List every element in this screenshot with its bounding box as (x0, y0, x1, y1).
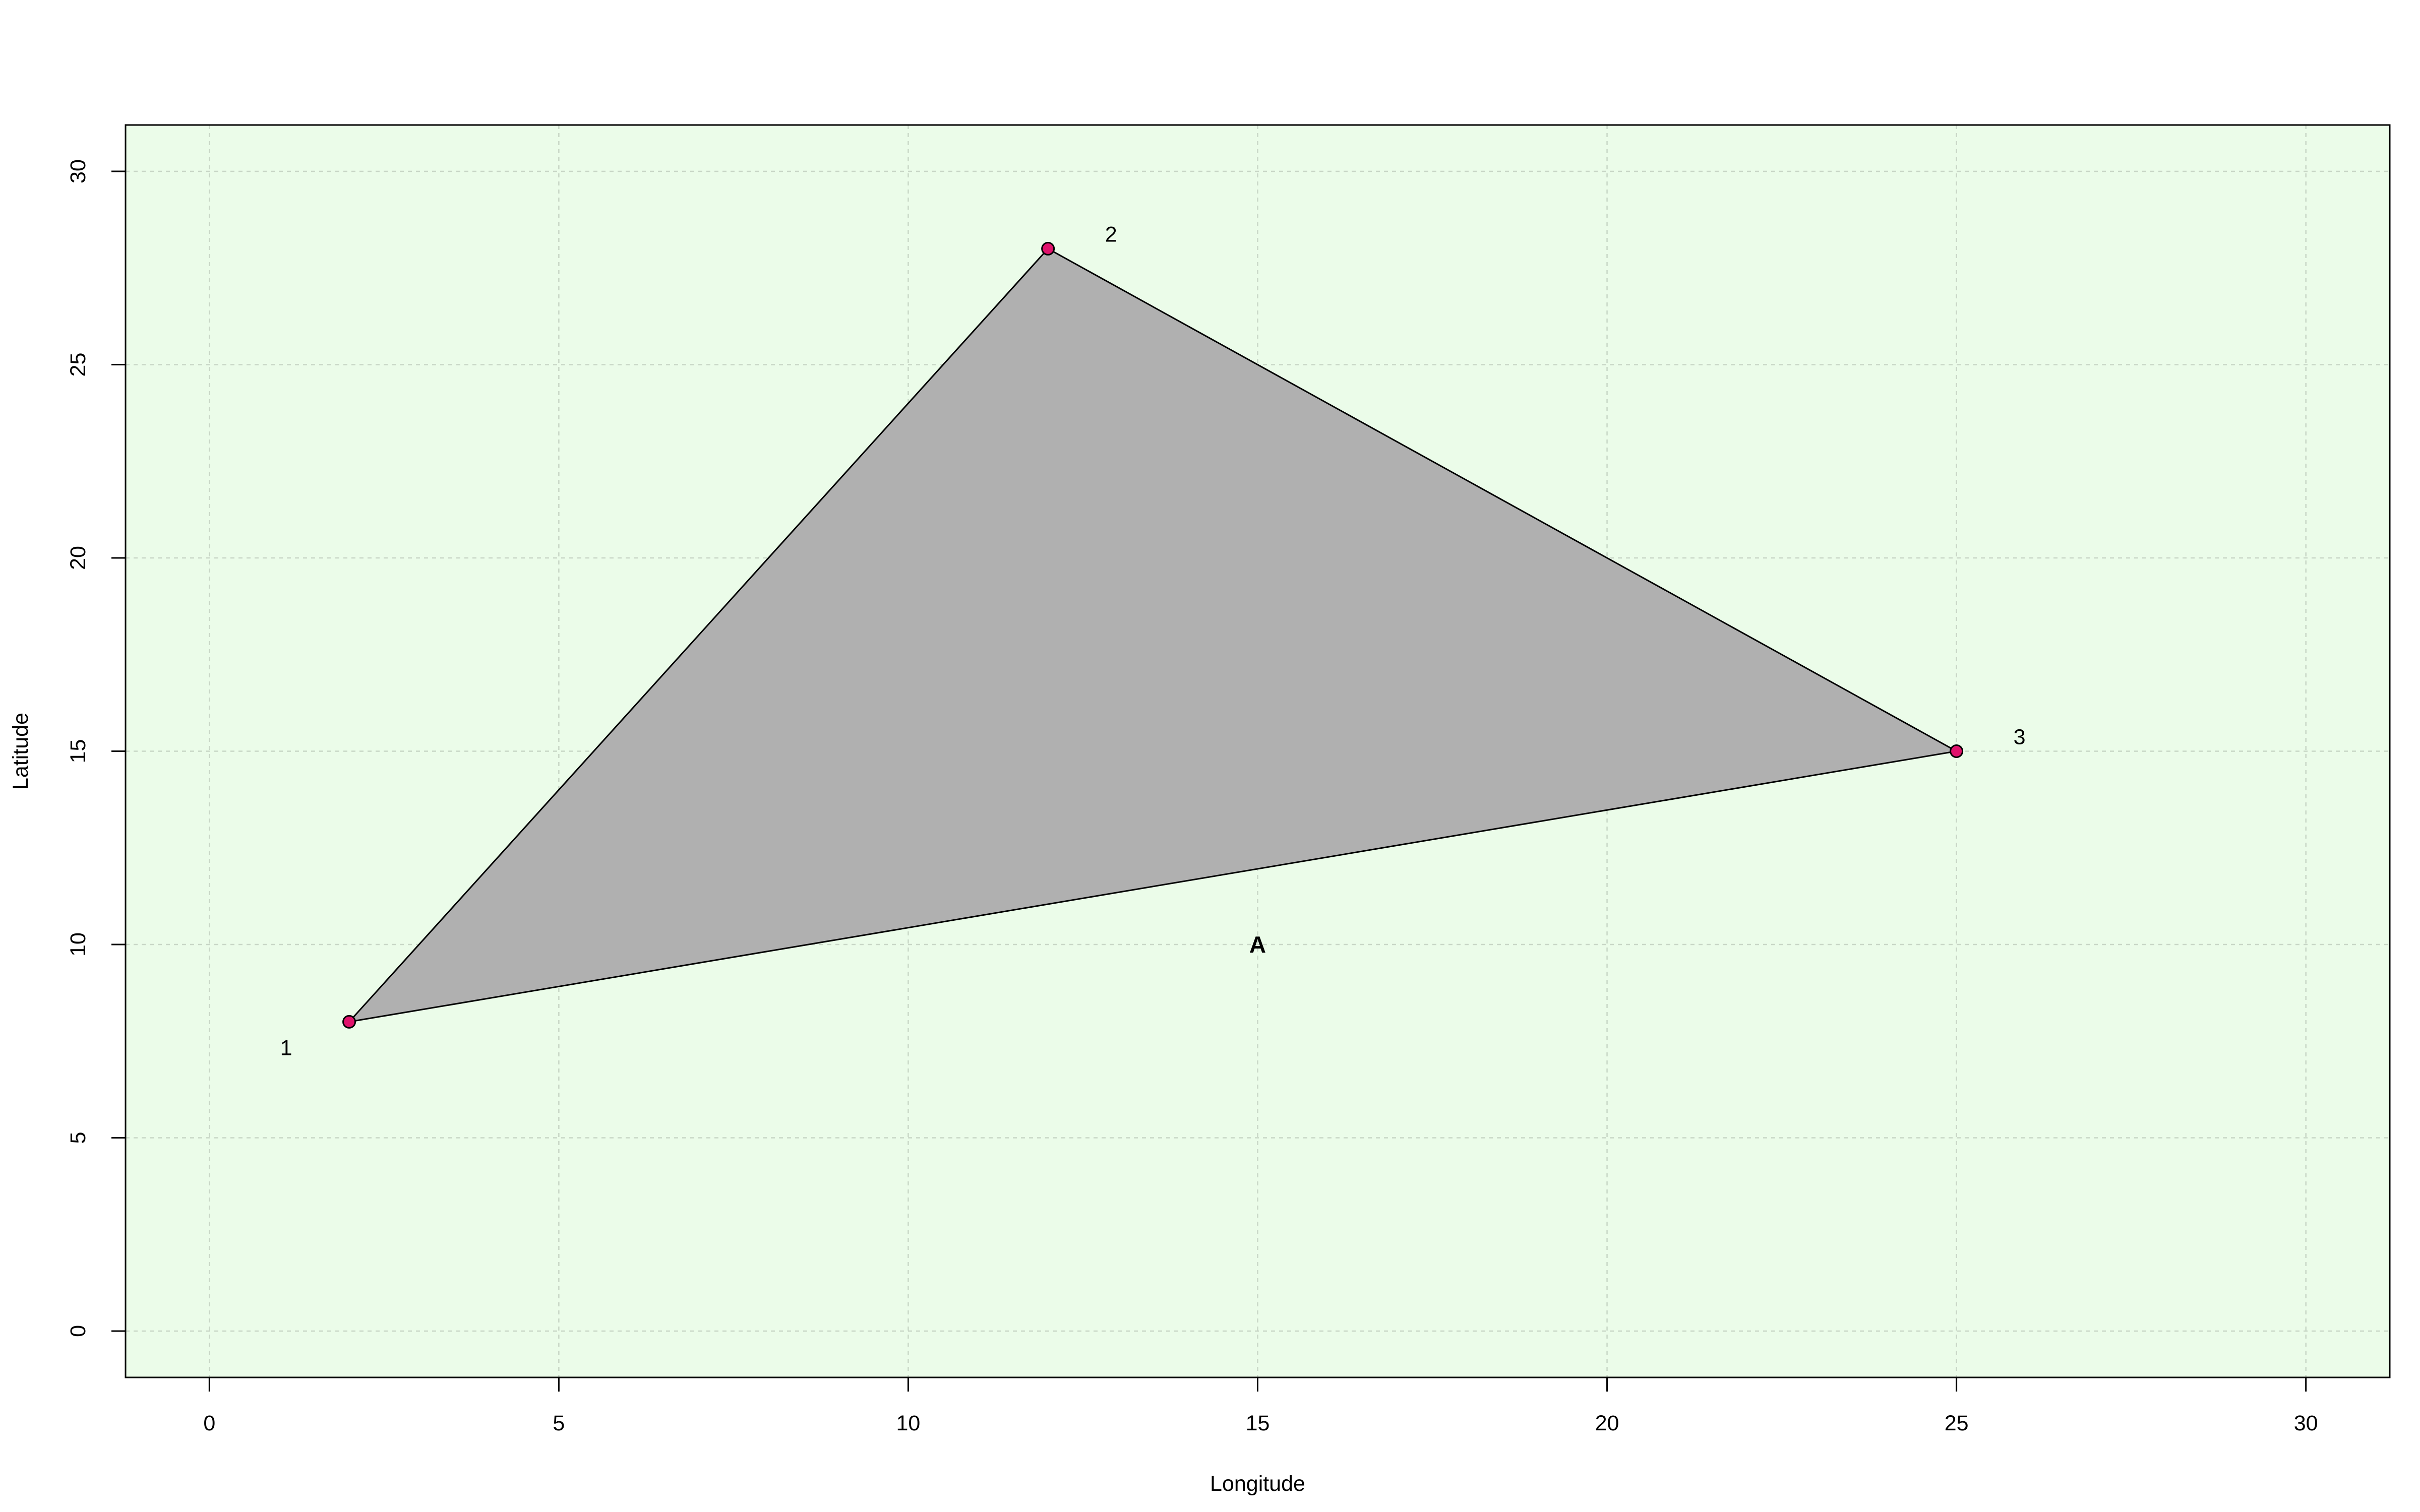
x-axis-label: Longitude (1210, 1472, 1305, 1496)
y-tick-label-30: 30 (66, 159, 90, 183)
y-tick-label-10: 10 (66, 932, 90, 957)
y-tick-label-25: 25 (66, 353, 90, 377)
y-tick-label-0: 0 (66, 1325, 90, 1337)
x-tick-label-25: 25 (1945, 1411, 1969, 1435)
point-2 (1041, 241, 1055, 256)
polygon-layer (347, 247, 1959, 1023)
y-tick-label-20: 20 (66, 546, 90, 570)
point-1 (342, 1015, 356, 1029)
x-tick-label-5: 5 (553, 1411, 565, 1435)
point-label-3: 3 (2014, 725, 2026, 749)
x-tick-label-0: 0 (203, 1411, 215, 1435)
x-tick-label-15: 15 (1246, 1411, 1270, 1435)
annotation-A: A (1249, 931, 1266, 958)
y-tick-label-15: 15 (66, 739, 90, 764)
plot-border (125, 124, 2391, 1378)
points-layer (342, 241, 1964, 1029)
x-tick-label-20: 20 (1595, 1411, 1619, 1435)
x-tick-label-10: 10 (896, 1411, 921, 1435)
y-axis-label: Latitude (9, 713, 33, 790)
labels-layer: 1 2 3 A (280, 222, 2026, 1060)
point-label-2: 2 (1105, 222, 1117, 246)
y-tick-label-5: 5 (66, 1132, 90, 1144)
point-label-1: 1 (280, 1036, 292, 1060)
point-3 (1950, 744, 1964, 758)
x-tick-label-30: 30 (2294, 1411, 2318, 1435)
triangle-polygon (347, 247, 1959, 1023)
